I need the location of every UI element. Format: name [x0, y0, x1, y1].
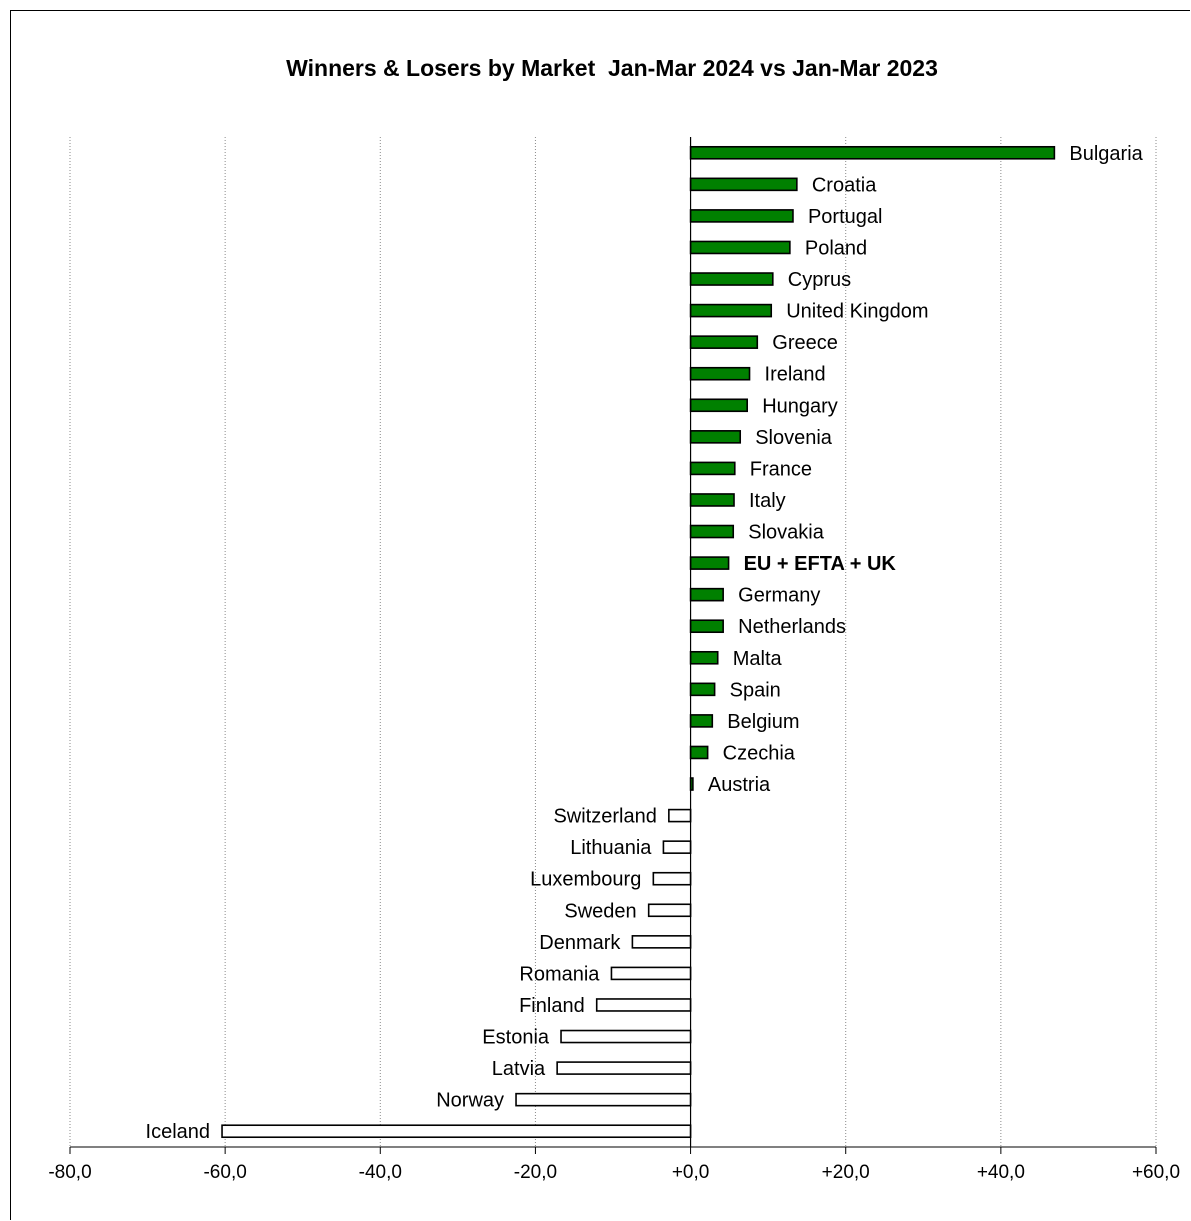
x-tick-label: +60,0 — [1132, 1162, 1180, 1183]
bar — [663, 841, 690, 853]
category-label: France — [750, 458, 812, 480]
bar — [691, 273, 773, 285]
bar — [516, 1094, 691, 1106]
bar — [691, 494, 734, 506]
category-label: Belgium — [727, 711, 799, 733]
category-label: Slovakia — [748, 522, 824, 544]
bar — [691, 241, 790, 253]
x-tick-label: -80,0 — [48, 1162, 91, 1183]
x-tick-label: -20,0 — [514, 1162, 557, 1183]
bar — [691, 336, 758, 348]
category-label: Lithuania — [570, 837, 652, 859]
bar — [691, 683, 715, 695]
bar — [691, 462, 735, 474]
category-label: Czechia — [723, 742, 796, 764]
category-label: Germany — [738, 585, 820, 607]
bar — [691, 305, 772, 317]
category-label: Iceland — [146, 1121, 211, 1143]
bar — [691, 557, 729, 569]
bar — [691, 715, 713, 727]
bar — [611, 967, 690, 979]
category-label: Estonia — [482, 1027, 550, 1049]
bar — [632, 936, 690, 948]
bar — [691, 147, 1055, 159]
category-label: Austria — [708, 774, 771, 796]
category-label: Bulgaria — [1069, 143, 1143, 165]
category-label: Finland — [519, 995, 585, 1017]
bar — [561, 1031, 691, 1043]
x-tick-label: +0,0 — [672, 1162, 710, 1183]
category-label: EU + EFTA + UK — [744, 553, 897, 575]
category-label: Portugal — [808, 206, 883, 228]
category-label: Malta — [733, 648, 783, 670]
category-label: Ireland — [765, 364, 826, 386]
category-label: Latvia — [492, 1058, 546, 1080]
category-label: Luxembourg — [530, 869, 641, 891]
bar — [691, 178, 797, 190]
bar — [691, 368, 750, 380]
category-label: Switzerland — [553, 806, 656, 828]
category-label: Slovenia — [755, 427, 833, 449]
category-label: Spain — [730, 679, 781, 701]
category-label: Greece — [772, 332, 838, 354]
category-label: Hungary — [762, 395, 838, 417]
category-label: Italy — [749, 490, 786, 512]
bar — [653, 873, 690, 885]
category-label: Cyprus — [788, 269, 851, 291]
x-tick-label: +40,0 — [977, 1162, 1025, 1183]
category-label: Romania — [519, 963, 600, 985]
category-label: Croatia — [812, 174, 877, 196]
bar — [691, 210, 793, 222]
bar — [597, 999, 691, 1011]
bar — [222, 1125, 691, 1137]
bar — [649, 904, 691, 916]
bar — [557, 1062, 690, 1074]
category-label: Poland — [805, 237, 867, 259]
bar — [691, 399, 748, 411]
category-label: Netherlands — [738, 616, 846, 638]
category-label: Sweden — [564, 900, 636, 922]
category-label: United Kingdom — [786, 301, 928, 323]
bar — [691, 526, 734, 538]
bar — [691, 431, 741, 443]
category-label: Denmark — [539, 932, 621, 954]
bar — [691, 589, 724, 601]
bar — [691, 652, 718, 664]
x-tick-label: -60,0 — [203, 1162, 246, 1183]
bar — [691, 746, 708, 758]
x-tick-label: +20,0 — [822, 1162, 870, 1183]
x-tick-label: -40,0 — [359, 1162, 402, 1183]
bar — [691, 620, 724, 632]
category-label: Norway — [436, 1090, 504, 1112]
bar — [669, 810, 691, 822]
